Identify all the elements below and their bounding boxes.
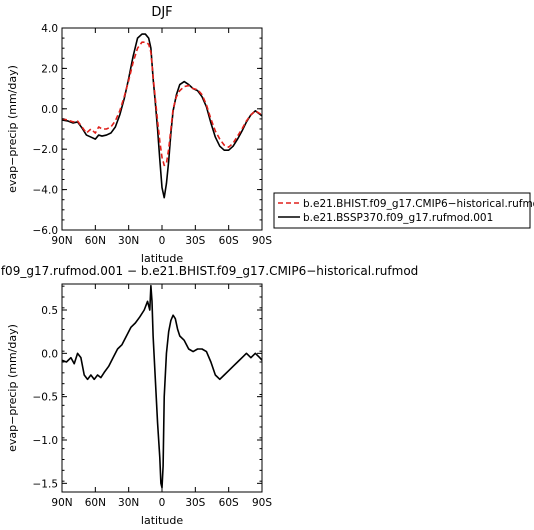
bottom-x-axis-label: latitude	[141, 514, 183, 527]
top-y-tick-label: −2.0	[33, 144, 59, 156]
legend-box	[273, 192, 531, 229]
legend: b.e21.BHIST.f09_g17.CMIP6−historical.ruf…	[273, 192, 534, 229]
top-plot-frame	[61, 27, 263, 231]
bottom-y-tick-label: −1.0	[33, 435, 59, 447]
bottom-x-tick-label: 90N	[51, 497, 72, 509]
top-x-tick-label: 90N	[51, 235, 72, 247]
legend-label-historical: b.e21.BHIST.f09_g17.CMIP6−historical.ruf…	[303, 198, 534, 210]
bottom-panel: b.e21.BSSP370.f09_g17.rufmod.001 − b.e21…	[0, 264, 418, 527]
bottom-plot-frame	[61, 283, 263, 493]
top-x-tick-label: 60S	[219, 235, 239, 247]
bottom-y-tick-label: 0.5	[41, 305, 58, 317]
bottom-y-tick-label: −1.5	[33, 478, 59, 490]
bottom-x-tick-label: 60S	[219, 497, 239, 509]
top-series-line-0	[61, 41, 263, 167]
top-x-tick-label: 30S	[185, 235, 205, 247]
bottom-y-axis-label: evap−precip (mm/day)	[6, 324, 19, 452]
bottom-x-tick-label: 30S	[185, 497, 205, 509]
top-series-line-1	[61, 33, 263, 199]
top-y-tick-label: 0.0	[41, 104, 58, 116]
bottom-y-tick-label: −0.5	[33, 392, 59, 404]
top-x-tick-label: 30N	[118, 235, 139, 247]
top-y-tick-label: −6.0	[33, 225, 59, 237]
bottom-x-tick-label: 30N	[118, 497, 139, 509]
top-x-tick-label: 60N	[85, 235, 106, 247]
top-x-tick-label: 0	[159, 235, 166, 247]
top-y-tick-label: 2.0	[41, 63, 58, 75]
bottom-x-tick-label: 90S	[252, 497, 272, 509]
bottom-x-tick-label: 0	[159, 497, 166, 509]
bottom-x-tick-label: 60N	[85, 497, 106, 509]
bottom-series-line-0	[61, 284, 263, 489]
top-panel: DJF 90N 60N 30N 0 30S 60S 90S −6.0 −4.0 −2.0 0.0 2.…	[6, 5, 272, 265]
top-x-axis-label: latitude	[141, 252, 183, 265]
top-chart-title: DJF	[151, 5, 172, 20]
top-y-tick-label: 4.0	[41, 23, 58, 35]
top-y-tick-label: −4.0	[33, 185, 59, 197]
legend-label-ssp370: b.e21.BSSP370.f09_g17.rufmod.001	[303, 212, 493, 224]
top-x-tick-label: 90S	[252, 235, 272, 247]
top-y-axis-label: evap−precip (mm/day)	[6, 65, 19, 193]
bottom-chart-title: b.e21.BSSP370.f09_g17.rufmod.001 − b.e21…	[0, 264, 418, 278]
bottom-y-tick-label: 0.0	[41, 348, 58, 360]
